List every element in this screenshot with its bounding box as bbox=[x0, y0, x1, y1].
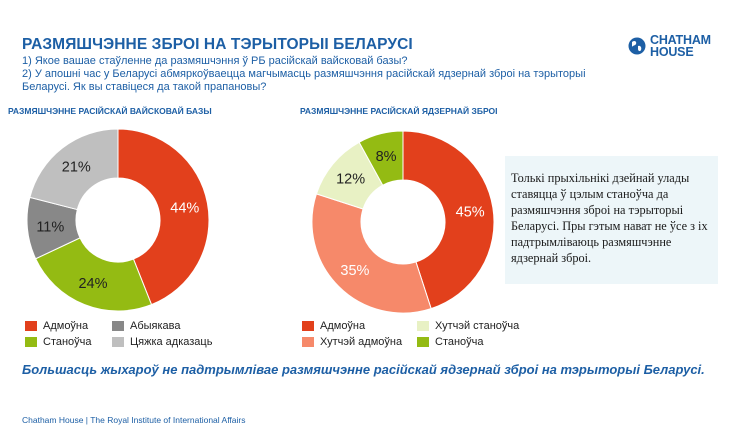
legend-label: Цяжка адказаць bbox=[130, 336, 213, 348]
legend-item-rather-for: Хутчэй станоўча bbox=[417, 320, 519, 332]
chart-2-title: РАЗМЯШЧЭННЕ РАСІЙСКАЙ ЯДЗЕРНАЙ ЗБРОІ bbox=[300, 106, 498, 116]
slice-label-3: 12% bbox=[336, 172, 365, 188]
conclusion-text: Большасць жыхароў не падтрымлівае размяш… bbox=[22, 362, 705, 377]
slice-label-2: 35% bbox=[340, 263, 369, 279]
legend-swatch bbox=[112, 321, 124, 331]
slice-label-3: 11% bbox=[36, 219, 64, 235]
legend-label: Абыякава bbox=[130, 320, 181, 332]
slice-label-2: 24% bbox=[78, 276, 107, 292]
callout-text: Толькі прыхільнікі дзейнай улады ставяцц… bbox=[511, 171, 708, 265]
donut-slice-4 bbox=[29, 128, 119, 211]
legend-swatch bbox=[302, 337, 314, 347]
legend-swatch bbox=[25, 337, 37, 347]
question-1: 1) Якое вашае стаўленне да размяшчэння ў… bbox=[22, 55, 408, 67]
donut-slice-4 bbox=[358, 130, 404, 186]
footer-text: Chatham House | The Royal Institute of I… bbox=[22, 415, 246, 425]
legend-item-indifferent: Абыякава bbox=[112, 320, 181, 332]
legend-label: Станоўча bbox=[435, 336, 484, 348]
slice-label-1: 45% bbox=[456, 204, 485, 220]
question-2: 2) У апошні час у Беларусі абмяркоўваецц… bbox=[22, 68, 586, 93]
legend-label: Станоўча bbox=[43, 336, 92, 348]
legend-item-hard-to-say: Цяжка адказаць bbox=[112, 336, 212, 348]
donut-slice-2 bbox=[34, 237, 153, 312]
logo-line-2: HOUSE bbox=[650, 45, 694, 59]
globe-icon bbox=[628, 37, 646, 55]
legend-swatch bbox=[417, 337, 429, 347]
legend-label: Хутчэй станоўча bbox=[435, 320, 520, 332]
legend-item-against: Адмоўна bbox=[302, 320, 365, 332]
legend-item-against: Адмоўна bbox=[25, 320, 88, 332]
legend-swatch bbox=[112, 337, 124, 347]
legend-swatch bbox=[25, 321, 37, 331]
legend-item-for: Станоўча bbox=[417, 336, 484, 348]
chatham-house-logo: CHATHAM HOUSE bbox=[628, 34, 718, 64]
slice-label-4: 8% bbox=[376, 149, 397, 165]
legend-label: Хутчэй адмоўна bbox=[320, 336, 403, 348]
legend-label: Адмоўна bbox=[320, 320, 366, 332]
page-title: РАЗМЯШЧЭННЕ ЗБРОІ НА ТЭРЫТОРЫІ БЕЛАРУСІ bbox=[22, 36, 413, 53]
donut-slice-1 bbox=[117, 128, 210, 306]
legend-item-rather-against: Хутчэй адмоўна bbox=[302, 336, 402, 348]
logo-line-1: CHATHAM bbox=[650, 33, 711, 47]
chart-1-title: РАЗМЯШЧЭННЕ РАСІЙСКАЙ ВАЙСКОВАЙ БАЗЫ bbox=[8, 106, 212, 116]
slice-label-4: 21% bbox=[62, 159, 91, 175]
donut-slice-1 bbox=[402, 130, 495, 310]
callout-box: Толькі прыхільнікі дзейнай улады ставяцц… bbox=[505, 156, 718, 284]
donut-slice-2 bbox=[311, 193, 432, 314]
legend-label: Адмоўна bbox=[43, 320, 89, 332]
slice-label-1: 44% bbox=[170, 200, 199, 216]
legend-swatch bbox=[302, 321, 314, 331]
legend-swatch bbox=[417, 321, 429, 331]
legend-item-for: Станоўча bbox=[25, 336, 92, 348]
